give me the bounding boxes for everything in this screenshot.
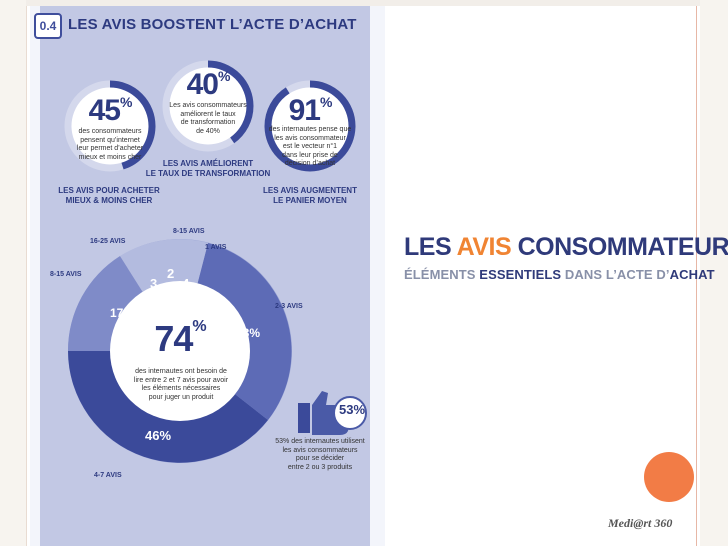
stat3-text: des internautes pense que les avis consom… bbox=[268, 126, 352, 167]
infographic-graphics bbox=[64, 60, 367, 463]
thumb-text: 53% des internautes utilisent les avis co… bbox=[275, 438, 365, 471]
seg-label-16-25: 16-25 AVIS bbox=[90, 238, 126, 245]
slide-title: LES AVIS CONSOMMATEURS bbox=[404, 233, 728, 261]
logo: Medi@rt 360 bbox=[608, 516, 673, 530]
stat2-ring bbox=[162, 60, 254, 152]
right-border-line bbox=[696, 0, 697, 546]
seg-label-1: 1 AVIS bbox=[205, 244, 227, 251]
donut-center-text: des internautes ont besoin de lire entre … bbox=[133, 368, 229, 401]
seg-value-17: 17% bbox=[110, 306, 135, 320]
stat2-text: Les avis consommateurs améliorent le taux… bbox=[169, 102, 247, 135]
stat1-caption: LES AVIS POUR ACHETER MIEUX & MOINS CHER bbox=[58, 186, 160, 205]
infographic-title: LES AVIS BOOSTENT L’ACTE D’ACHAT bbox=[68, 16, 357, 33]
decorative-circle bbox=[644, 452, 694, 502]
left-border bbox=[0, 0, 26, 546]
seg-label-8-15-top: 8-15 AVIS bbox=[173, 228, 205, 235]
donut-center-value: 74% bbox=[154, 318, 206, 359]
slide-subtitle: ÉLÉMENTS ESSENTIELS DANS L’ACTE D’ACHAT bbox=[404, 267, 715, 282]
seg-label-4-7: 4-7 AVIS bbox=[94, 472, 122, 479]
stat3-value: 91% bbox=[288, 94, 333, 127]
left-border-line bbox=[26, 0, 27, 546]
infographic: 0.4 LES AVIS BOOSTENT L’ACTE D’ACHAT 45%… bbox=[30, 6, 385, 546]
section-badge: 0.4 bbox=[34, 13, 62, 39]
seg-value-2: 2 bbox=[167, 266, 175, 281]
stat1-value: 45% bbox=[88, 94, 133, 127]
stat2-value: 40% bbox=[186, 68, 231, 101]
stat2-caption: LES AVIS AMÉLIORENT LE TAUX DE TRANSFORMA… bbox=[145, 159, 271, 178]
stat1-text: des consommateurs pensent qu’internet leur… bbox=[76, 128, 144, 161]
seg-label-2-3: 2-3 AVIS bbox=[275, 303, 303, 310]
stat1-ring bbox=[64, 80, 156, 172]
top-border bbox=[26, 0, 700, 6]
donut-chart bbox=[67, 239, 292, 463]
seg-value-28: 28% bbox=[236, 326, 261, 340]
right-border bbox=[700, 0, 728, 546]
thumb-up-icon bbox=[298, 391, 367, 435]
stat3-caption: LES AVIS AUGMENTENT LE PANIER MOYEN bbox=[263, 186, 357, 205]
seg-value-4: 4 bbox=[182, 276, 190, 291]
seg-value-46: 46% bbox=[145, 428, 172, 443]
stat3-ring bbox=[264, 80, 356, 172]
seg-value-3: 3 bbox=[150, 276, 158, 291]
thumb-value: 53% bbox=[338, 402, 366, 417]
seg-label-8-15-left: 8-15 AVIS bbox=[50, 271, 82, 278]
